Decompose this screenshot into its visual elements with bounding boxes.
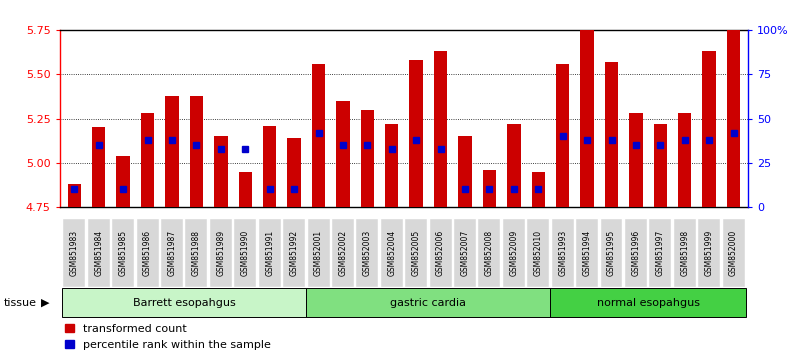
FancyBboxPatch shape (723, 219, 744, 287)
FancyBboxPatch shape (625, 219, 647, 287)
Text: GSM852003: GSM852003 (363, 230, 372, 276)
FancyBboxPatch shape (650, 219, 671, 287)
Bar (287, 138, 301, 207)
FancyBboxPatch shape (185, 219, 208, 287)
Text: GSM852007: GSM852007 (461, 230, 470, 276)
FancyBboxPatch shape (552, 219, 574, 287)
Legend: transformed count, percentile rank within the sample: transformed count, percentile rank withi… (65, 324, 271, 350)
Text: GSM851987: GSM851987 (167, 230, 177, 276)
Text: GSM852005: GSM852005 (412, 230, 420, 276)
Text: GSM851993: GSM851993 (558, 230, 568, 276)
FancyBboxPatch shape (430, 219, 451, 287)
Bar (166, 96, 179, 207)
Text: GSM852000: GSM852000 (729, 230, 738, 276)
Bar (385, 124, 399, 207)
FancyBboxPatch shape (405, 219, 427, 287)
Text: GSM852001: GSM852001 (314, 230, 323, 276)
FancyBboxPatch shape (478, 219, 501, 287)
FancyBboxPatch shape (332, 219, 354, 287)
Text: GSM851988: GSM851988 (192, 230, 201, 276)
FancyBboxPatch shape (698, 219, 720, 287)
FancyBboxPatch shape (380, 219, 403, 287)
Text: gastric cardia: gastric cardia (390, 298, 466, 308)
Bar (482, 170, 496, 207)
FancyBboxPatch shape (673, 219, 696, 287)
Bar (336, 101, 349, 207)
FancyBboxPatch shape (283, 219, 305, 287)
Text: GSM851986: GSM851986 (143, 230, 152, 276)
Bar (409, 60, 423, 207)
Text: GSM851994: GSM851994 (583, 230, 591, 276)
Bar (556, 64, 569, 207)
Bar (702, 51, 716, 207)
Bar (434, 51, 447, 207)
FancyBboxPatch shape (88, 219, 110, 287)
Text: GSM851995: GSM851995 (607, 230, 616, 276)
Bar (189, 96, 203, 207)
Bar (727, 30, 740, 207)
FancyBboxPatch shape (503, 219, 525, 287)
Bar (532, 172, 545, 207)
Text: GSM852006: GSM852006 (436, 230, 445, 276)
FancyBboxPatch shape (112, 219, 135, 287)
Text: GSM851989: GSM851989 (217, 230, 225, 276)
FancyBboxPatch shape (527, 219, 549, 287)
Text: GSM851983: GSM851983 (70, 230, 79, 276)
FancyBboxPatch shape (161, 219, 183, 287)
FancyBboxPatch shape (259, 219, 281, 287)
Text: GSM852010: GSM852010 (534, 230, 543, 276)
Bar (605, 62, 618, 207)
FancyBboxPatch shape (307, 219, 330, 287)
Bar (507, 124, 521, 207)
FancyBboxPatch shape (62, 288, 306, 317)
Text: ▶: ▶ (41, 298, 50, 308)
Bar (141, 113, 154, 207)
FancyBboxPatch shape (210, 219, 232, 287)
Bar (361, 110, 374, 207)
Bar (312, 64, 326, 207)
Bar (214, 136, 228, 207)
FancyBboxPatch shape (306, 288, 551, 317)
Text: Barrett esopahgus: Barrett esopahgus (133, 298, 236, 308)
FancyBboxPatch shape (234, 219, 256, 287)
Text: GSM852009: GSM852009 (509, 230, 518, 276)
Bar (263, 126, 276, 207)
Text: GSM852002: GSM852002 (338, 230, 347, 276)
FancyBboxPatch shape (454, 219, 476, 287)
Bar (116, 156, 130, 207)
FancyBboxPatch shape (576, 219, 598, 287)
Text: GSM851990: GSM851990 (240, 230, 250, 276)
Text: normal esopahgus: normal esopahgus (597, 298, 700, 308)
Text: GSM851999: GSM851999 (704, 230, 714, 276)
Text: GSM851985: GSM851985 (119, 230, 127, 276)
Bar (68, 184, 81, 207)
Bar (92, 127, 106, 207)
FancyBboxPatch shape (137, 219, 158, 287)
Bar (678, 113, 692, 207)
Text: GSM851992: GSM851992 (290, 230, 298, 276)
FancyBboxPatch shape (64, 219, 85, 287)
Text: GSM851998: GSM851998 (681, 230, 689, 276)
Bar (239, 172, 252, 207)
Text: GSM851991: GSM851991 (265, 230, 274, 276)
Text: GSM851996: GSM851996 (631, 230, 641, 276)
Text: GSM852004: GSM852004 (388, 230, 396, 276)
FancyBboxPatch shape (551, 288, 746, 317)
Text: tissue: tissue (4, 298, 37, 308)
Bar (580, 30, 594, 207)
Text: GSM851984: GSM851984 (94, 230, 103, 276)
Bar (629, 113, 642, 207)
Text: GSM852008: GSM852008 (485, 230, 494, 276)
FancyBboxPatch shape (357, 219, 378, 287)
FancyBboxPatch shape (600, 219, 622, 287)
Text: GSM851997: GSM851997 (656, 230, 665, 276)
Bar (654, 124, 667, 207)
Bar (458, 136, 472, 207)
